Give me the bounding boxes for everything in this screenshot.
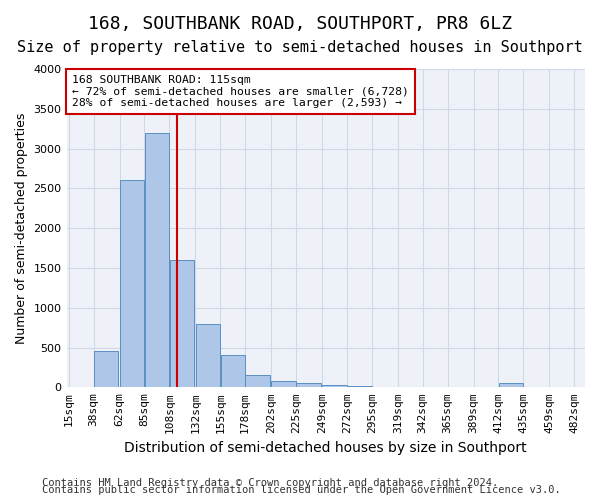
Bar	[271, 381, 296, 388]
Bar	[372, 386, 397, 388]
Bar	[347, 386, 371, 388]
Bar	[221, 356, 245, 388]
Bar	[296, 382, 320, 388]
Text: Contains public sector information licensed under the Open Government Licence v3: Contains public sector information licen…	[42, 485, 561, 495]
Bar	[120, 180, 144, 388]
Text: 168 SOUTHBANK ROAD: 115sqm
← 72% of semi-detached houses are smaller (6,728)
28%: 168 SOUTHBANK ROAD: 115sqm ← 72% of semi…	[72, 75, 409, 108]
Bar	[398, 386, 422, 388]
Text: Contains HM Land Registry data © Crown copyright and database right 2024.: Contains HM Land Registry data © Crown c…	[42, 478, 498, 488]
Bar	[499, 384, 523, 388]
Bar	[196, 324, 220, 388]
Bar	[245, 376, 270, 388]
Bar	[170, 260, 194, 388]
Y-axis label: Number of semi-detached properties: Number of semi-detached properties	[15, 112, 28, 344]
X-axis label: Distribution of semi-detached houses by size in Southport: Distribution of semi-detached houses by …	[124, 441, 527, 455]
Bar	[322, 385, 347, 388]
Text: Size of property relative to semi-detached houses in Southport: Size of property relative to semi-detach…	[17, 40, 583, 55]
Bar	[94, 352, 118, 388]
Bar	[145, 132, 169, 388]
Text: 168, SOUTHBANK ROAD, SOUTHPORT, PR8 6LZ: 168, SOUTHBANK ROAD, SOUTHPORT, PR8 6LZ	[88, 15, 512, 33]
